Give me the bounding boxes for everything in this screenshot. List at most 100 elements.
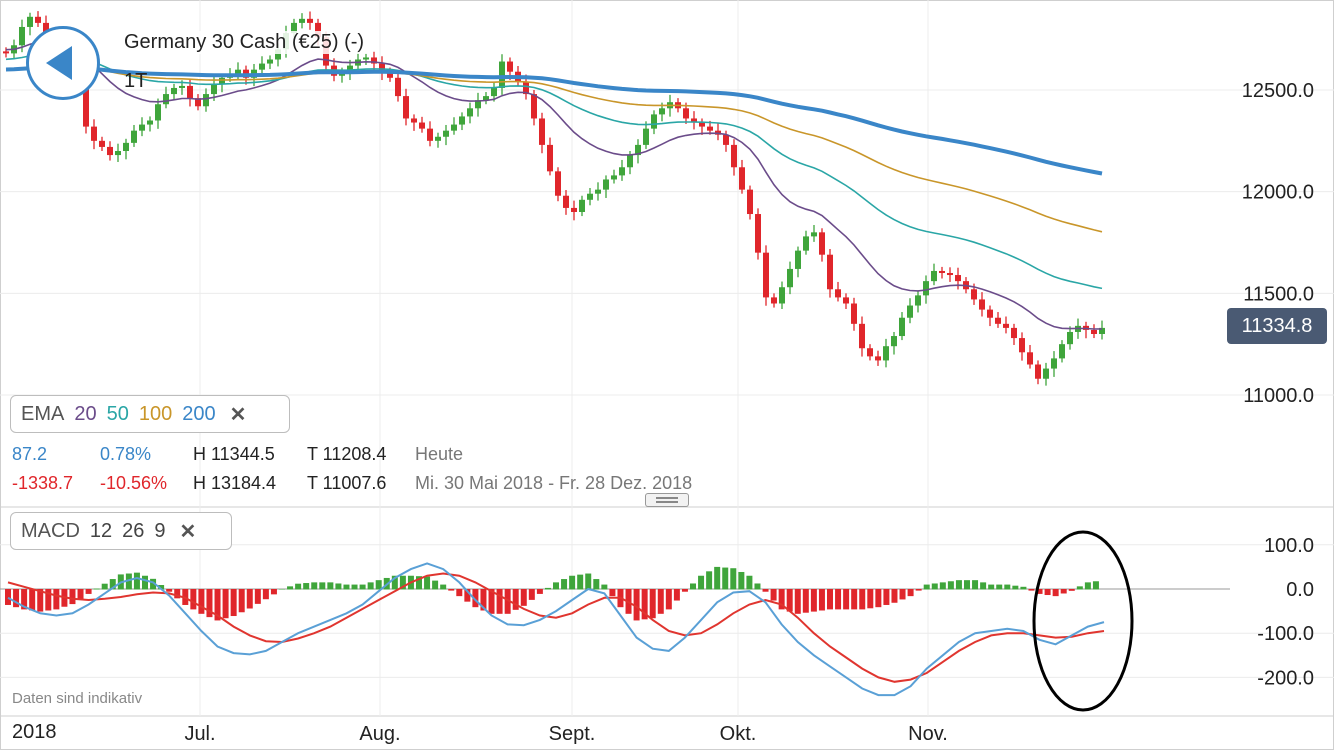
signal-line xyxy=(7,572,1105,683)
ema20-line xyxy=(5,40,1103,330)
macd-histogram-bar xyxy=(166,589,173,592)
macd-histogram-bar xyxy=(504,589,511,614)
candle-body xyxy=(83,81,89,127)
candle-body xyxy=(459,116,465,125)
macd-histogram-bar xyxy=(359,584,366,590)
candle-body xyxy=(835,289,841,298)
macd-histogram-bar xyxy=(432,580,439,590)
macd-histogram-bar xyxy=(1092,581,1099,590)
macd-histogram-bar xyxy=(754,583,761,590)
macd-histogram-bar xyxy=(303,583,310,590)
candle-body xyxy=(699,122,705,127)
stat-period-today: Heute xyxy=(415,444,464,464)
macd-histogram-bar xyxy=(794,589,801,614)
candle-body xyxy=(827,254,833,290)
macd-histogram-bar xyxy=(85,589,92,594)
ema-200: 200 xyxy=(182,402,216,425)
pane-resize-handle[interactable] xyxy=(645,493,689,507)
macd-histogram-bar xyxy=(150,578,157,590)
macd-histogram-bar xyxy=(810,589,817,612)
candle-body xyxy=(315,22,321,38)
price-tick-label: 11500.0 xyxy=(1243,283,1314,305)
candle-body xyxy=(179,85,185,88)
annotation-ellipse xyxy=(1032,530,1134,712)
macd-legend[interactable]: MACD 12 26 9 ✕ xyxy=(10,512,232,550)
candle-body xyxy=(427,128,433,141)
macd-histogram-bar xyxy=(835,589,842,610)
candle-body xyxy=(859,323,865,349)
close-icon[interactable]: ✕ xyxy=(229,403,247,426)
close-icon[interactable]: ✕ xyxy=(179,520,197,543)
candle-body xyxy=(475,100,481,109)
candle-body xyxy=(1099,327,1105,334)
candle-body xyxy=(115,151,121,156)
candle-body xyxy=(939,270,945,273)
candle-body xyxy=(883,346,889,361)
candle-body xyxy=(403,96,409,119)
candle-body xyxy=(1019,338,1025,353)
macd-histogram-bar xyxy=(416,576,422,590)
macd-histogram-bar xyxy=(1044,589,1051,596)
candle-body xyxy=(3,51,9,54)
candle-body xyxy=(235,69,241,74)
macd-histogram-bar xyxy=(746,575,753,590)
candle-body xyxy=(635,144,641,156)
macd-histogram-bar xyxy=(818,589,825,611)
candle-body xyxy=(1051,358,1057,369)
macd-histogram-bar xyxy=(939,582,946,590)
macd-histogram-bar xyxy=(21,589,28,610)
macd-histogram-bar xyxy=(1068,589,1075,591)
macd-histogram-bar xyxy=(641,589,648,620)
macd-histogram-bar xyxy=(528,589,535,600)
candle-body xyxy=(1059,344,1065,359)
macd-histogram-bar xyxy=(448,589,455,591)
macd-histogram-bar xyxy=(37,589,44,612)
back-button[interactable] xyxy=(26,26,100,100)
candle-body xyxy=(35,16,41,23)
candle-body xyxy=(907,305,913,318)
macd-histogram-bar xyxy=(53,589,60,610)
macd-histogram-bar xyxy=(13,589,20,608)
macd-histogram-bar xyxy=(206,589,213,618)
macd-tick-label: -100.0 xyxy=(1257,623,1314,645)
stat-change-today: 87.2 xyxy=(12,444,48,464)
time-tick-label: Okt. xyxy=(720,723,757,745)
macd-histogram-bar xyxy=(907,589,914,597)
candle-body xyxy=(203,94,209,107)
candle-body xyxy=(523,81,529,95)
candle-body xyxy=(195,98,201,107)
candle-body xyxy=(1003,323,1009,328)
candle-body xyxy=(603,179,609,190)
macd-histogram-bar xyxy=(1052,589,1059,597)
macd-histogram-bar xyxy=(593,579,600,590)
candle-body xyxy=(467,108,473,117)
price-tick-label: 12500.0 xyxy=(1242,80,1314,102)
macd-histogram-bar xyxy=(238,589,245,613)
candle-body xyxy=(171,87,177,95)
candle-body xyxy=(803,236,809,251)
macd-histogram-bar xyxy=(230,589,237,617)
last-price-tag: 11334.8 xyxy=(1227,308,1327,344)
ema-legend[interactable]: EMA 20 50 100 200 ✕ xyxy=(10,395,290,433)
candle-body xyxy=(691,118,697,123)
macd-histogram-bar xyxy=(343,584,350,590)
macd-histogram-bar xyxy=(553,582,559,590)
macd-histogram-bar xyxy=(319,582,326,590)
candle-body xyxy=(987,309,993,318)
candle-body xyxy=(1035,364,1041,379)
candle-body xyxy=(915,295,921,306)
candle-body xyxy=(211,83,217,95)
candle-body xyxy=(923,281,929,296)
candle-body xyxy=(123,142,129,151)
macd-histogram-bar xyxy=(778,589,785,610)
macd-fast: 12 xyxy=(89,519,113,542)
macd-histogram-bar xyxy=(440,584,447,590)
candle-body xyxy=(307,18,313,23)
candle-body xyxy=(107,146,113,156)
candle-body xyxy=(371,57,377,64)
candle-body xyxy=(947,273,953,276)
macd-histogram-bar xyxy=(222,589,229,619)
macd-histogram-bar xyxy=(287,586,294,590)
candle-body xyxy=(971,289,977,300)
